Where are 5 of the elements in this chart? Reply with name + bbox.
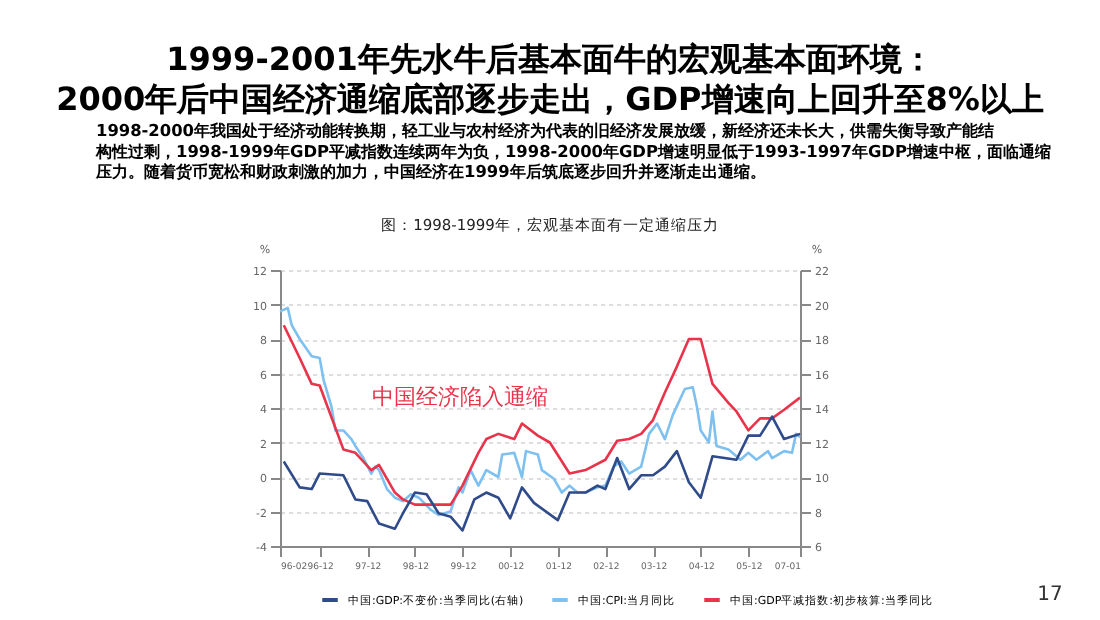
chart-title: 1999-2001年先水牛后基本面牛的宏观基本面环境： 2000年后中国经济通缩底部逐步走出，GDP增速向上回升至8%以上 bbox=[56, 40, 1044, 118]
text: 17 bbox=[1037, 584, 1063, 606]
line-series bbox=[282, 415, 802, 532]
chart-subtitle: 1998-2000年我国处于经济动能转换期，轻工业与农村经济为代表的旧经济发展放缓，新经济还未长大，供需失衡导致产能结构性过剩，1998-1999年GDP平减指数连续两年为负，1998-2000年GDP增速明显低于1993-1997年GDP增速中枢，面临通缩压力。随着货币宽松和财政刺激的加力，中国经济在1999年后筑底逐步回升并逐渐走出通缩。 bbox=[94, 120, 1051, 181]
annotation: 中国经济陷入通缩 bbox=[372, 384, 548, 410]
